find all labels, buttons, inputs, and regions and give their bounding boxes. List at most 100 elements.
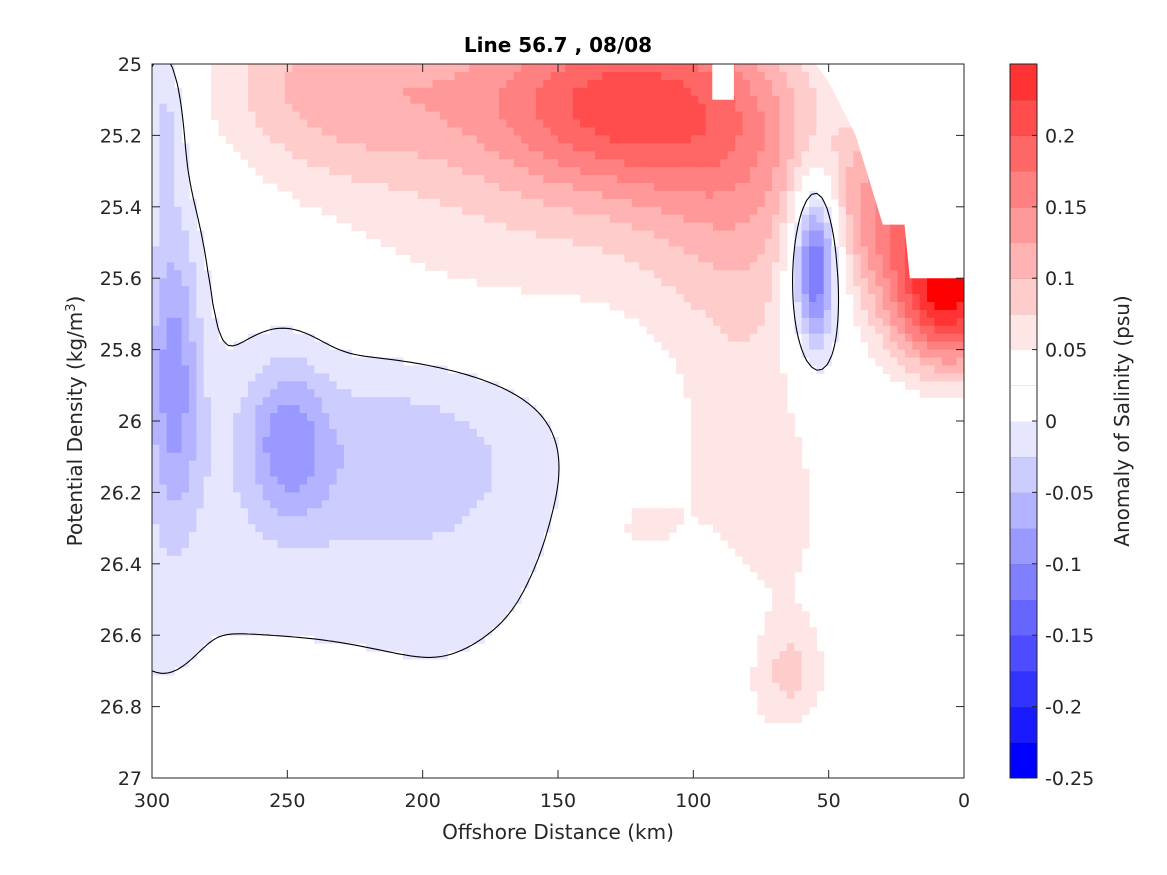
field-cell [646, 103, 655, 113]
field-cell [934, 302, 943, 311]
field-cell [594, 246, 603, 255]
field-cell [779, 183, 788, 192]
field-cell [469, 571, 478, 581]
field-cell [240, 468, 249, 478]
field-cell [270, 397, 279, 406]
field-cell [299, 397, 308, 406]
field-cell [587, 111, 596, 121]
field-cell [484, 254, 493, 263]
field-cell [447, 222, 456, 232]
field-cell [329, 444, 338, 454]
field-cell [307, 381, 315, 390]
field-cell [299, 468, 308, 478]
field-cell [314, 524, 323, 533]
field-cell [735, 190, 744, 200]
field-cell [454, 135, 463, 144]
field-cell [535, 460, 544, 470]
field-cell [174, 159, 183, 168]
field-cell [587, 278, 596, 287]
field-cell [380, 492, 389, 501]
field-cell [513, 238, 522, 248]
field-cell [506, 175, 515, 184]
field-cell [270, 111, 279, 121]
field-cell [543, 421, 552, 430]
field-cell [727, 190, 736, 200]
field-cell [749, 79, 758, 89]
field-cell [550, 103, 559, 113]
field-cell [498, 428, 507, 438]
field-cell [166, 421, 175, 430]
field-cell [402, 460, 411, 470]
field-cell [218, 563, 227, 573]
field-cell [506, 198, 515, 208]
field-cell [476, 262, 485, 271]
field-cell [373, 500, 382, 509]
field-cell [462, 64, 471, 73]
field-cell [565, 135, 574, 144]
field-cell [521, 71, 530, 81]
field-cell [211, 373, 220, 382]
field-cell [713, 389, 721, 398]
field-cell [395, 405, 404, 414]
field-cell [454, 452, 463, 462]
field-cell [860, 190, 869, 200]
field-cell [646, 198, 655, 208]
field-cell [720, 524, 729, 533]
field-cell [181, 254, 190, 263]
field-cell [705, 198, 714, 208]
field-cell [476, 571, 485, 581]
field-cell [772, 127, 781, 136]
field-cell [299, 381, 308, 390]
field-cell [211, 460, 220, 470]
field-cell [779, 508, 788, 517]
field-cell [823, 294, 832, 303]
field-cell [956, 365, 964, 374]
field-cell [513, 421, 522, 430]
field-cell [683, 278, 692, 287]
field-cell [602, 270, 611, 279]
field-cell [395, 230, 404, 240]
field-cell [484, 397, 493, 406]
field-cell [698, 381, 707, 390]
field-cell [336, 405, 345, 414]
field-cell [742, 254, 751, 263]
field-cell [188, 436, 197, 446]
field-cell [373, 452, 382, 462]
field-cell [484, 111, 493, 121]
field-cell [897, 302, 906, 311]
field-cell [299, 452, 308, 462]
field-cell [159, 159, 168, 168]
field-cell [321, 428, 330, 438]
field-cell [565, 71, 574, 81]
field-cell [565, 190, 574, 200]
field-cell [343, 476, 352, 486]
field-cell [152, 365, 160, 374]
field-cell [469, 452, 478, 462]
field-cell [277, 500, 286, 509]
field-cell [690, 468, 699, 478]
field-cell [484, 103, 493, 113]
field-cell [388, 508, 397, 517]
field-cell [358, 222, 367, 232]
field-cell [432, 135, 441, 144]
field-cell [366, 508, 375, 517]
field-cell [772, 254, 781, 263]
field-cell [720, 127, 729, 136]
field-cell [742, 222, 751, 232]
field-cell [380, 222, 389, 232]
field-cell [218, 64, 227, 73]
field-cell [639, 532, 648, 541]
field-cell [683, 64, 692, 73]
field-cell [631, 151, 640, 160]
field-cell [742, 278, 751, 287]
field-cell [476, 222, 485, 232]
field-cell [484, 262, 493, 271]
field-cell [188, 492, 197, 501]
field-cell [181, 198, 190, 208]
field-cell [808, 214, 817, 224]
field-cell [779, 492, 788, 501]
field-cell [292, 413, 301, 422]
field-cell [742, 341, 751, 351]
field-cell [314, 357, 323, 367]
field-cell [196, 460, 205, 470]
